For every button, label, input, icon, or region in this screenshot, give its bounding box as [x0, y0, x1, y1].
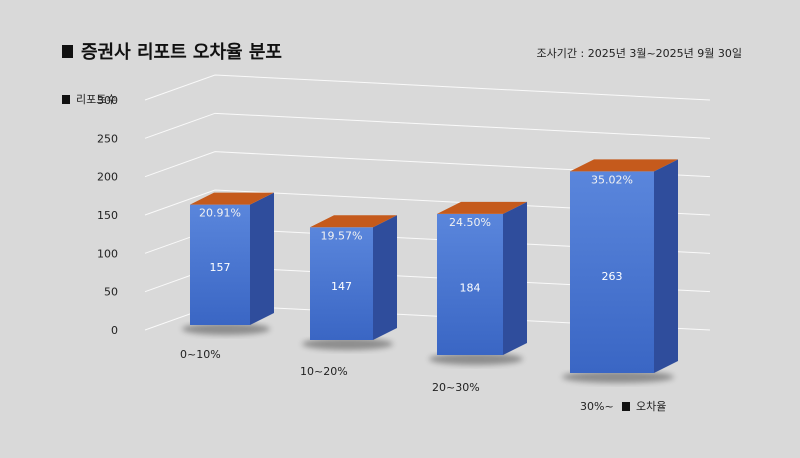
x-label-square-icon [622, 401, 630, 411]
bar-share-label: 19.57% [321, 229, 363, 242]
bar-value-label: 157 [210, 261, 231, 274]
y-tick-label: 150 [97, 209, 118, 222]
bar-value-label: 263 [602, 270, 623, 283]
bar-side [250, 192, 274, 325]
y-tick-label: 200 [97, 171, 118, 184]
bar-front [310, 227, 373, 340]
y-tick-label: 250 [97, 132, 118, 145]
title-square-icon [62, 44, 73, 58]
bar-share-label: 35.02% [591, 173, 633, 186]
bar: 35.02% 263 [562, 159, 678, 383]
bar-side [373, 215, 397, 340]
x-category-label: 20~30% [432, 381, 480, 394]
y-axis-label-row: 리포트수 [62, 91, 116, 107]
bars: 20.91% 157 19.57% 147 24.50% 184 35.02% 263 [182, 159, 678, 383]
bar-front [570, 171, 654, 373]
x-category-label: 30%~ [580, 400, 614, 413]
grid-line [144, 151, 711, 178]
bar-shadow [302, 338, 393, 350]
bar-side [654, 159, 678, 373]
bar-top [190, 192, 274, 205]
bar-top [310, 215, 397, 228]
x-axis-categories: 0~10% 10~20% 20~30% 30%~ [180, 348, 614, 413]
x-axis-label-row: 오차율 [622, 398, 666, 414]
grid-line [144, 112, 711, 139]
y-tick-label: 50 [104, 286, 118, 299]
x-axis-label: 오차율 [636, 400, 667, 413]
bar-share-label: 24.50% [449, 216, 491, 229]
y-tick-label: 0 [111, 324, 118, 337]
chart-title: 증권사 리포트 오차율 분포 [81, 42, 282, 63]
bar-shadow [429, 353, 523, 365]
bar: 20.91% 157 [182, 192, 274, 335]
bar-value-label: 147 [331, 280, 352, 293]
bar-front [190, 204, 250, 325]
bar-top [437, 201, 527, 214]
x-category-label: 0~10% [180, 348, 221, 361]
survey-period: 조사기간 : 2025년 3월~2025년 9월 30일 [536, 47, 742, 60]
bar-shadow [182, 323, 270, 335]
bar-top [570, 159, 678, 172]
y-tick-label: 100 [97, 247, 118, 260]
y-axis-ticks: 0 50 100 150 200 250 300 [97, 94, 118, 337]
bar-share-label: 20.91% [199, 207, 241, 220]
bar-value-label: 184 [460, 281, 481, 294]
y-label-square-icon [62, 94, 70, 104]
bar-shadow [562, 371, 674, 383]
bar-front [437, 213, 503, 355]
y-axis-label: 리포트수 [76, 93, 117, 106]
bar: 24.50% 184 [429, 201, 527, 365]
bar: 19.57% 147 [302, 215, 397, 350]
bar-side [503, 201, 527, 355]
y-tick-label: 300 [97, 94, 118, 107]
chart-title-row: 증권사 리포트 오차율 분포 [62, 38, 282, 64]
grid-line [144, 74, 711, 101]
x-category-label: 10~20% [300, 365, 348, 378]
grid-line [144, 189, 711, 216]
